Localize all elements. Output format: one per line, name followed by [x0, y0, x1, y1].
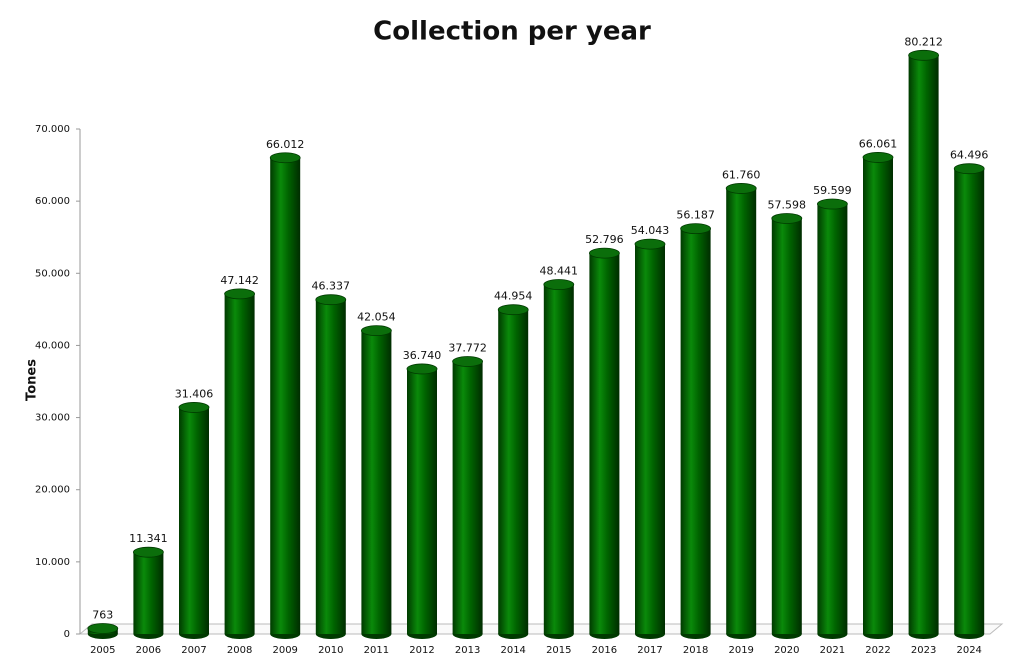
y-axis-title: Tones: [25, 359, 40, 401]
bar: [452, 361, 483, 634]
value-label: 44.954: [494, 290, 533, 303]
bar: [817, 204, 848, 635]
value-label: 37.772: [448, 342, 487, 355]
x-tick-label: 2008: [227, 645, 252, 656]
y-tick-label: 0: [64, 629, 70, 640]
x-tick-label: 2011: [364, 645, 389, 656]
bar: [179, 407, 209, 634]
value-label: 42.054: [357, 311, 396, 324]
bar-cap: [634, 238, 666, 250]
bar-cap: [680, 223, 711, 235]
x-tick-label: 2007: [181, 645, 206, 656]
bar-cap: [224, 288, 256, 300]
bar: [635, 244, 665, 635]
bar: [361, 330, 392, 634]
x-tick-label: 2010: [318, 645, 343, 656]
value-label: 57.598: [768, 198, 807, 211]
value-label: 46.337: [312, 280, 351, 293]
x-tick-label: 2006: [136, 645, 161, 656]
bar: [133, 552, 164, 634]
y-tick-label: 20.000: [35, 485, 70, 496]
bar: [407, 368, 437, 634]
x-tick-label: 2013: [455, 645, 480, 656]
bar-cap: [817, 198, 848, 210]
bar: [726, 188, 757, 634]
value-label: 763: [92, 608, 113, 621]
y-tick-label: 40.000: [35, 340, 70, 351]
bar: [270, 157, 301, 634]
bar-cap: [953, 163, 985, 175]
x-tick-label: 2009: [272, 645, 297, 656]
x-tick-label: 2020: [774, 645, 799, 656]
value-label: 54.043: [631, 224, 670, 237]
y-tick-label: 50.000: [35, 268, 70, 279]
bar: [315, 299, 346, 634]
y-tick-label: 30.000: [35, 413, 70, 424]
bar-cap: [269, 152, 301, 164]
x-tick-label: 2024: [956, 645, 981, 656]
value-label: 47.142: [220, 274, 259, 287]
bar: [589, 253, 620, 635]
value-label: 36.740: [403, 349, 442, 362]
x-tick-label: 2019: [728, 645, 753, 656]
x-tick-label: 2021: [820, 645, 845, 656]
bar: [680, 228, 711, 634]
value-label: 59.599: [813, 184, 852, 197]
bar: [224, 293, 255, 634]
y-tick-label: 60.000: [35, 196, 70, 207]
bar-cap: [862, 152, 894, 163]
bar-cap: [589, 247, 620, 259]
bar-cap: [908, 49, 939, 61]
bar-cap: [360, 325, 392, 337]
bar: [498, 309, 529, 634]
bar: [863, 157, 893, 635]
y-tick-label: 10.000: [35, 557, 70, 568]
x-tick-label: 2015: [546, 645, 571, 656]
x-tick-label: 2014: [500, 645, 525, 656]
y-tick-label: 70.000: [35, 124, 70, 135]
value-label: 80.212: [904, 35, 943, 48]
bar-cap: [725, 183, 757, 194]
value-label: 66.012: [266, 138, 305, 151]
x-tick-label: 2017: [637, 645, 662, 656]
value-label: 11.341: [129, 532, 168, 545]
bar-cap: [543, 279, 575, 290]
value-label: 66.061: [859, 137, 898, 150]
bar: [543, 284, 574, 634]
bar-cap: [87, 623, 119, 634]
chart-title: Collection per year: [373, 17, 651, 47]
value-label: 31.406: [175, 387, 214, 400]
bar-cap: [315, 294, 347, 306]
bar: [908, 55, 939, 635]
x-tick-label: 2016: [592, 645, 617, 656]
value-label: 48.441: [540, 265, 579, 278]
bar-cap: [497, 304, 529, 316]
bar-cap: [771, 213, 803, 224]
bar-cap: [132, 546, 164, 558]
bar: [771, 218, 802, 635]
value-label: 64.496: [950, 149, 989, 162]
x-tick-label: 2005: [90, 645, 115, 656]
value-label: 56.187: [676, 209, 715, 222]
value-label: 61.760: [722, 168, 761, 181]
bar-cap: [406, 363, 438, 375]
x-tick-label: 2022: [865, 645, 890, 656]
bar: [954, 168, 985, 634]
x-tick-label: 2018: [683, 645, 708, 656]
x-tick-label: 2012: [409, 645, 434, 656]
x-tick-label: 2023: [911, 645, 936, 656]
bar-cap: [452, 356, 484, 367]
bar-cap: [178, 402, 210, 413]
value-label: 52.796: [585, 233, 624, 246]
